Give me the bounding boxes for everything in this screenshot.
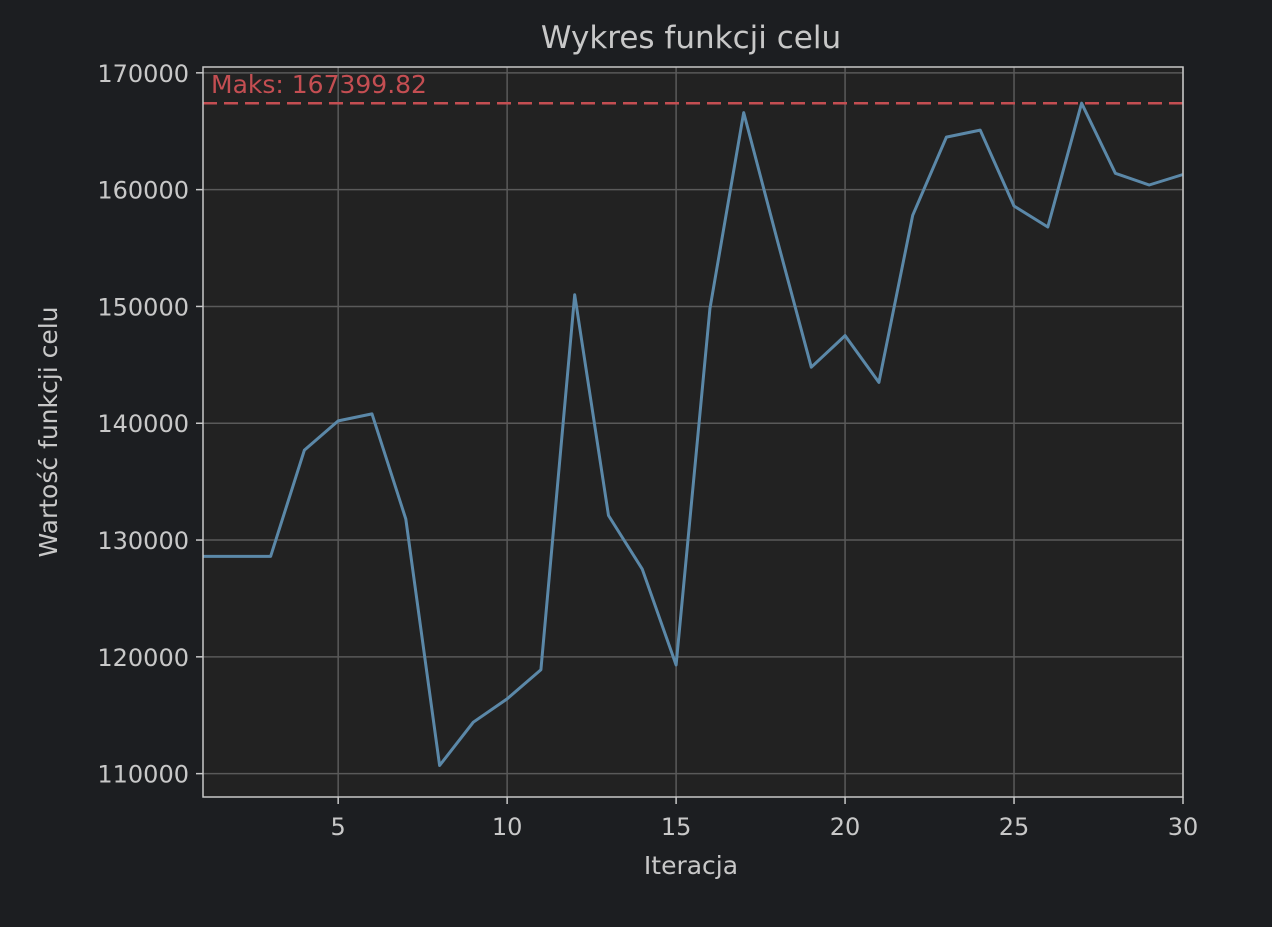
x-tick-label: 10 bbox=[492, 813, 523, 841]
x-axis-label: Iteracja bbox=[644, 851, 738, 880]
x-tick-label: 15 bbox=[661, 813, 692, 841]
y-tick-label: 120000 bbox=[97, 644, 189, 672]
x-axis: 5 10 15 20 25 30 bbox=[331, 797, 1199, 841]
series-line bbox=[203, 101, 1184, 767]
plot-area bbox=[203, 67, 1183, 797]
y-tick-label: 130000 bbox=[97, 527, 189, 555]
x-tick-label: 25 bbox=[999, 813, 1030, 841]
x-tick-label: 20 bbox=[830, 813, 861, 841]
y-axis: 110000 120000 130000 140000 150000 160000 1700… bbox=[97, 60, 203, 789]
y-tick-label: 150000 bbox=[97, 293, 189, 321]
x-tick-label: 5 bbox=[331, 813, 346, 841]
y-tick-label: 110000 bbox=[97, 761, 189, 789]
y-tick-label: 160000 bbox=[97, 177, 189, 205]
x-tick-label: 30 bbox=[1168, 813, 1199, 841]
max-annotation-label: Maks: 167399.82 bbox=[211, 70, 427, 99]
plot-frame bbox=[202, 66, 1184, 798]
chart-title: Wykres funkcji celu bbox=[541, 20, 841, 56]
y-tick-label: 170000 bbox=[97, 60, 189, 88]
series-group bbox=[203, 101, 1184, 767]
y-axis-label: Wartość funkcji celu bbox=[34, 306, 63, 557]
y-tick-label: 140000 bbox=[97, 410, 189, 438]
